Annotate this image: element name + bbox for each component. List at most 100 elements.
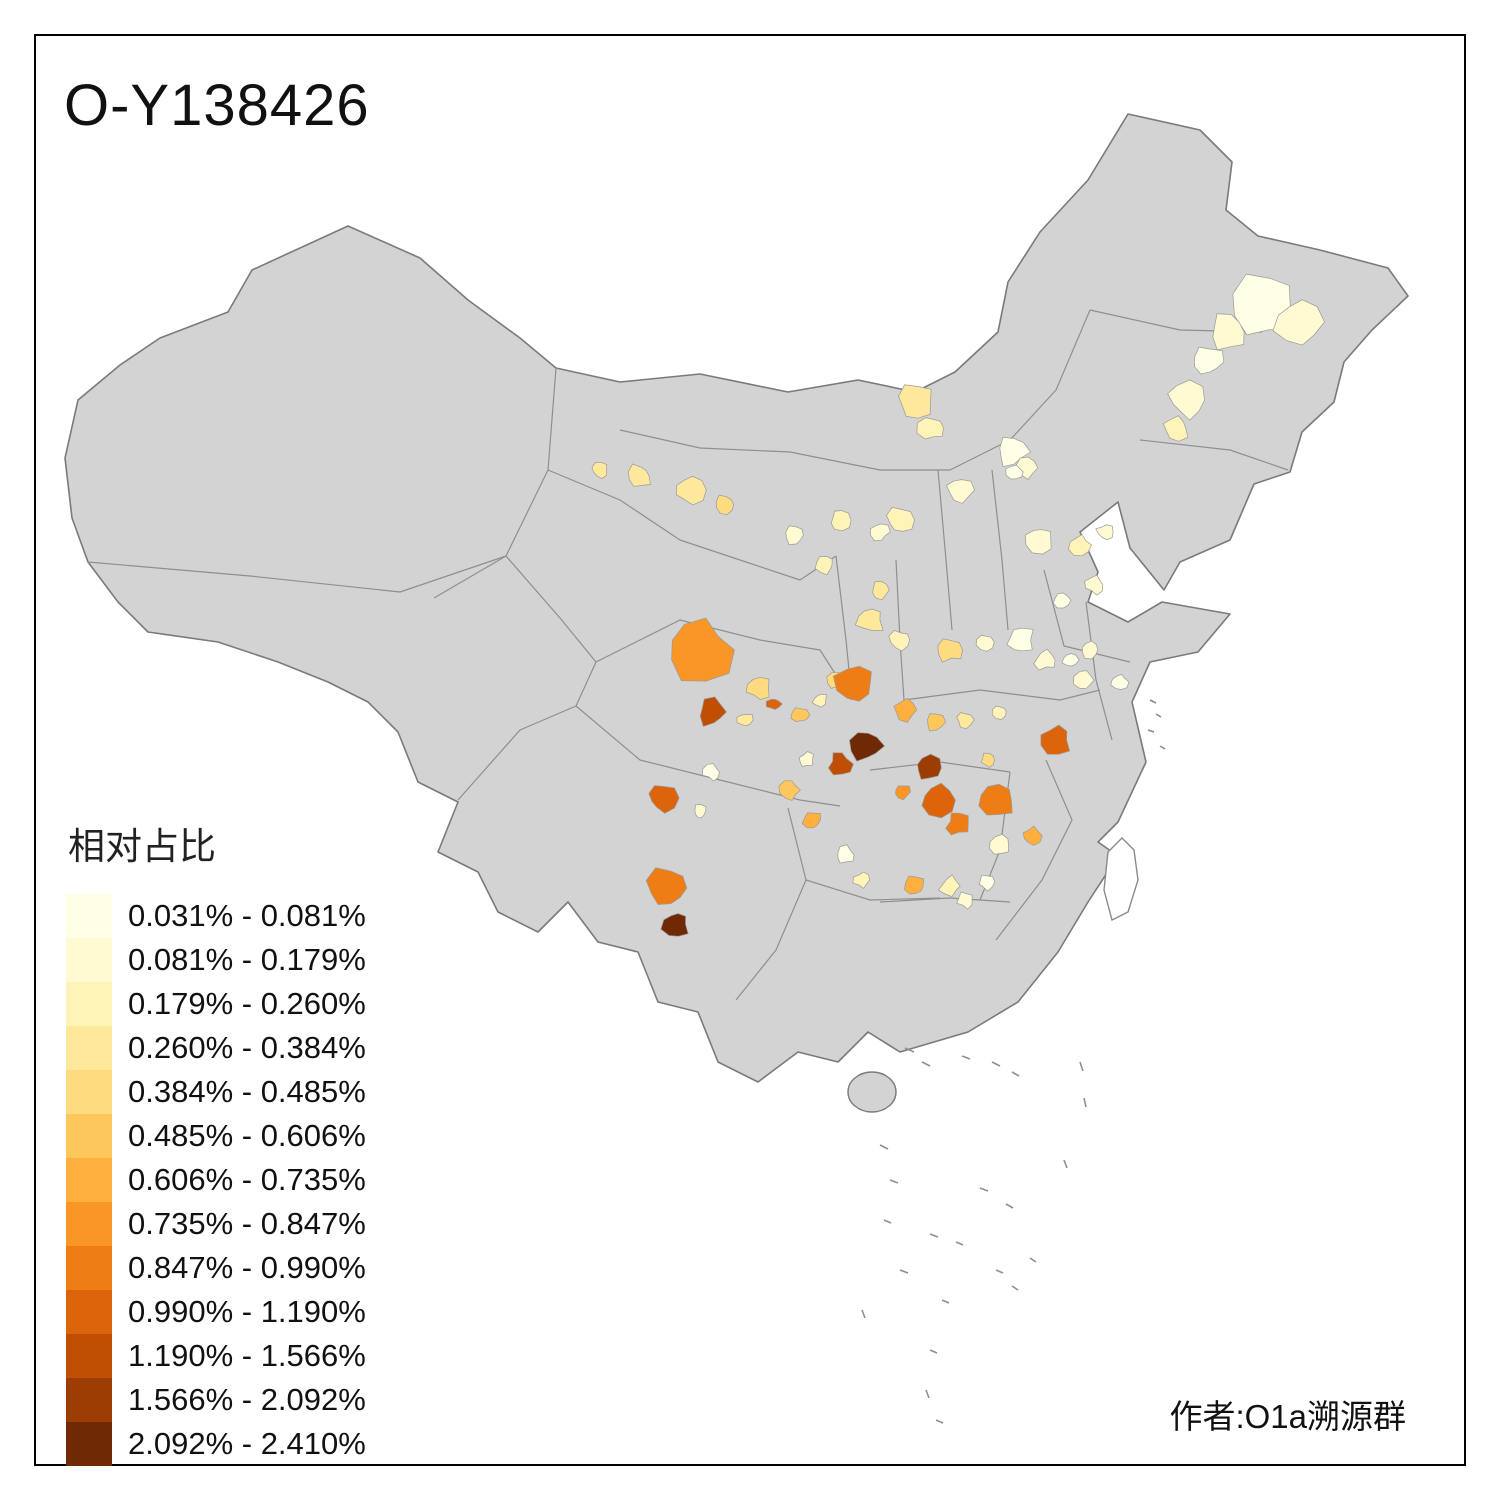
prefecture-region xyxy=(937,874,961,898)
prefecture-region xyxy=(885,507,915,532)
legend-range-label: 1.190% - 1.566% xyxy=(128,1338,366,1373)
prefecture-region xyxy=(999,436,1032,468)
legend: 相对占比 0.031% - 0.081% 0.081% - 0.179% 0.179… xyxy=(66,816,366,1466)
prefecture-region xyxy=(694,804,707,819)
legend-color-swatch xyxy=(66,1246,112,1290)
legend-item: 0.384% - 0.485% xyxy=(66,1070,366,1114)
hainan-island xyxy=(847,1071,897,1113)
coastal-islets xyxy=(1147,699,1166,750)
legend-item: 0.260% - 0.384% xyxy=(66,1026,366,1070)
prefecture-region xyxy=(927,713,947,732)
prefecture-region xyxy=(645,867,688,905)
legend-color-swatch xyxy=(66,1158,112,1202)
legend-color-swatch xyxy=(66,894,112,938)
legend-rows: 0.031% - 0.081% 0.081% - 0.179% 0.179% - 0… xyxy=(66,894,366,1466)
prefecture-region xyxy=(1033,648,1056,671)
prefecture-region xyxy=(1067,534,1092,557)
prefecture-region xyxy=(798,751,814,767)
legend-color-swatch xyxy=(66,1378,112,1422)
prefecture-region xyxy=(1084,574,1104,596)
prefecture-region xyxy=(852,871,871,890)
prefecture-region xyxy=(676,475,707,506)
legend-item: 0.606% - 0.735% xyxy=(66,1158,366,1202)
prefecture-region xyxy=(827,752,854,776)
prefecture-region xyxy=(978,874,996,892)
prefecture-region xyxy=(980,752,995,768)
prefecture-region xyxy=(832,665,872,702)
legend-range-label: 0.081% - 0.179% xyxy=(128,942,366,977)
figure-border xyxy=(34,34,1466,1466)
legend-color-swatch xyxy=(66,1290,112,1334)
legend-color-swatch xyxy=(66,938,112,982)
prefecture-region xyxy=(956,712,975,729)
prefecture-region xyxy=(1110,673,1130,690)
prefecture-region xyxy=(888,629,911,652)
legend-color-swatch xyxy=(66,1070,112,1114)
legend-color-swatch xyxy=(66,1334,112,1378)
prefecture-region xyxy=(1081,640,1099,660)
legend-range-label: 2.092% - 2.410% xyxy=(128,1426,366,1461)
prefecture-region xyxy=(945,479,976,504)
prefecture-region xyxy=(895,785,911,801)
prefecture-region xyxy=(648,785,680,814)
legend-range-label: 1.566% - 2.092% xyxy=(128,1382,366,1417)
prefecture-region xyxy=(854,608,884,631)
legend-color-swatch xyxy=(66,1422,112,1466)
prefecture-region xyxy=(671,617,735,682)
prefecture-region xyxy=(916,417,944,440)
prefecture-region xyxy=(745,676,770,700)
legend-item: 1.566% - 2.092% xyxy=(66,1378,366,1422)
islands xyxy=(847,699,1166,1424)
prefecture-region xyxy=(660,913,689,937)
prefecture-region xyxy=(893,697,918,723)
prefecture-region xyxy=(1052,592,1072,609)
south-china-sea-dashes xyxy=(861,1047,1087,1424)
legend-color-swatch xyxy=(66,1202,112,1246)
legend-item: 1.190% - 1.566% xyxy=(66,1334,366,1378)
prefecture-region xyxy=(811,693,828,708)
prefecture-region xyxy=(1095,524,1114,541)
prefecture-region xyxy=(699,696,727,727)
prefecture-region xyxy=(627,463,651,487)
prefecture-region xyxy=(1167,379,1205,421)
prefecture-region xyxy=(921,782,956,819)
prefecture-region xyxy=(765,699,783,710)
legend-range-label: 0.260% - 0.384% xyxy=(128,1030,366,1065)
legend-color-swatch xyxy=(66,1114,112,1158)
prefecture-region xyxy=(785,525,804,546)
taiwan-island xyxy=(1103,837,1139,922)
prefecture-region xyxy=(1005,464,1024,480)
legend-item: 0.031% - 0.081% xyxy=(66,894,366,938)
prefecture-region xyxy=(1194,346,1225,375)
prefecture-region xyxy=(849,732,886,762)
prefecture-region xyxy=(945,812,969,836)
prefecture-region xyxy=(989,833,1009,855)
legend-item: 0.081% - 0.179% xyxy=(66,938,366,982)
legend-item: 0.847% - 0.990% xyxy=(66,1246,366,1290)
prefecture-region xyxy=(790,707,811,722)
legend-range-label: 0.606% - 0.735% xyxy=(128,1162,366,1197)
legend-range-label: 0.847% - 0.990% xyxy=(128,1250,366,1285)
prefecture-region xyxy=(872,581,890,601)
prefecture-patches xyxy=(591,273,1325,937)
prefecture-region xyxy=(591,461,608,480)
prefecture-region xyxy=(870,523,891,542)
prefecture-region xyxy=(814,556,833,576)
prefecture-region xyxy=(837,844,855,864)
legend-title: 相对占比 xyxy=(68,826,216,867)
prefecture-region xyxy=(702,763,720,782)
legend-range-label: 0.384% - 0.485% xyxy=(128,1074,366,1109)
legend-range-label: 0.990% - 1.190% xyxy=(128,1294,366,1329)
prefecture-region xyxy=(898,384,932,419)
legend-range-label: 0.735% - 0.847% xyxy=(128,1206,366,1241)
author-credit: 作者:O1a溯源群 xyxy=(1169,1398,1406,1435)
prefecture-region xyxy=(830,510,852,532)
legend-range-label: 0.179% - 0.260% xyxy=(128,986,366,1021)
province-borders xyxy=(87,309,1289,1001)
prefecture-region xyxy=(937,638,963,663)
legend-range-label: 0.485% - 0.606% xyxy=(128,1118,366,1153)
prefecture-region xyxy=(991,705,1007,720)
prefecture-region xyxy=(1162,415,1189,442)
prefecture-region xyxy=(1272,299,1325,346)
